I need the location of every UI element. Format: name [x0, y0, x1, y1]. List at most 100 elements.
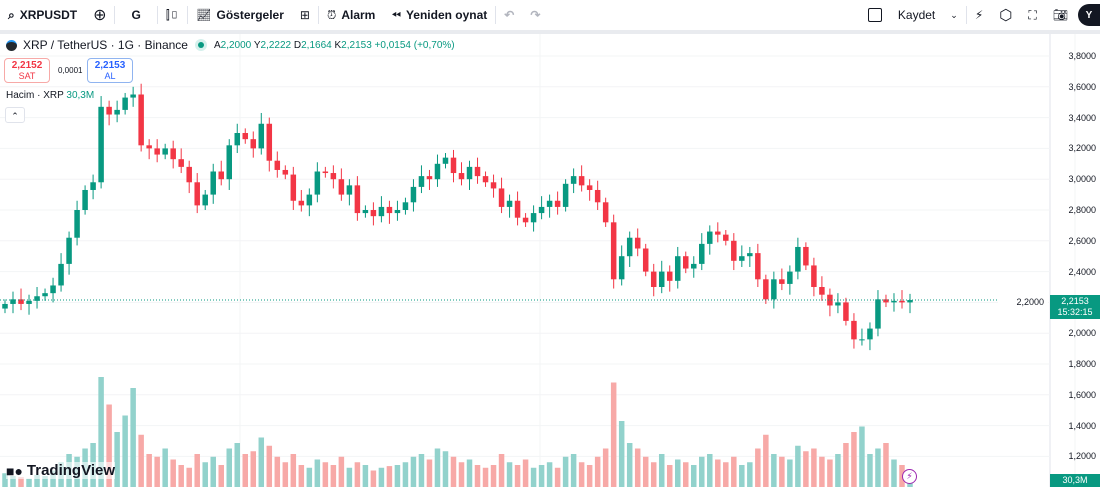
candle-body: [618, 256, 625, 280]
avatar[interactable]: Y: [1078, 4, 1100, 26]
candle-body: [803, 246, 809, 266]
volume-bar: [859, 426, 865, 487]
compare-button[interactable]: ⊕: [85, 0, 114, 30]
candle-body: [578, 176, 585, 186]
buy-button[interactable]: 2,2153 AL: [87, 58, 133, 83]
volume-bar: [2, 473, 8, 487]
volume-bar: [458, 462, 465, 487]
price-chart[interactable]: [0, 34, 1100, 487]
rewind-icon: ⏪︎: [391, 7, 401, 22]
settings-button[interactable]: ⬡: [991, 0, 1020, 30]
candle-body: [811, 265, 817, 287]
volume-bar: [498, 454, 505, 487]
search-icon: ⌕: [8, 7, 15, 22]
tradingview-logo: ■● TradingView: [6, 462, 116, 479]
price-tick: 1,8000: [1068, 359, 1096, 369]
candle-body: [234, 133, 241, 146]
plus-circle-icon: ⊕: [93, 7, 107, 24]
volume-bar: [186, 467, 192, 487]
price-tick: 3,6000: [1068, 81, 1096, 92]
candle-body: [907, 300, 913, 303]
indicators-button[interactable]: 📈︎ Göstergeler: [196, 8, 284, 22]
volume-bar: [514, 465, 521, 487]
volume-bar: [699, 456, 705, 487]
volume-bar: [819, 456, 825, 487]
volume-bar: [739, 465, 745, 487]
volume-bar: [771, 454, 777, 487]
volume-bar: [210, 456, 216, 487]
volume-bar: [114, 432, 120, 487]
volume-bar: [450, 456, 457, 487]
volume-bar: [194, 454, 200, 487]
candle-body: [883, 299, 889, 303]
volume-bar: [602, 448, 609, 487]
sell-button[interactable]: 2,2152 SAT: [4, 58, 50, 83]
volume-bar: [803, 451, 809, 487]
candle-body: [691, 263, 697, 269]
undo-button[interactable]: ↶: [496, 0, 522, 30]
candle-body: [82, 189, 88, 210]
candle-body: [771, 279, 777, 300]
candle-body: [514, 200, 521, 218]
collapse-legend-button[interactable]: ⌃: [5, 107, 25, 123]
volume-bar: [354, 462, 361, 487]
candle-body: [835, 302, 841, 306]
tradingview-logo-icon: ■●: [6, 462, 23, 479]
candle-body: [819, 287, 825, 295]
volume-bar: [98, 377, 104, 487]
candle-body: [202, 194, 208, 206]
candle-body: [122, 97, 128, 110]
chevron-down-icon: ⌄: [950, 9, 958, 20]
candle-body: [162, 148, 168, 155]
candle-body: [58, 263, 64, 286]
xrp-logo-icon: [6, 39, 17, 51]
volume-bar: [490, 465, 497, 487]
candle-body: [683, 256, 689, 269]
candle-body: [10, 299, 16, 304]
volume-bar: [674, 459, 681, 487]
fullscreen-button[interactable]: ⛶: [1020, 0, 1044, 30]
volume-bar: [594, 456, 601, 487]
divider: [495, 6, 497, 24]
quick-search-button[interactable]: ⚡︎: [967, 0, 991, 30]
volume-bar: [202, 462, 208, 487]
candle-body: [674, 256, 681, 281]
volume-bar: [795, 445, 801, 487]
candle-body: [875, 299, 881, 329]
redo-button[interactable]: ↷: [522, 0, 548, 30]
symbol-search[interactable]: ⌕ XRPUSDT: [8, 7, 78, 23]
save-button[interactable]: Kaydet ⌄: [897, 8, 958, 22]
candle-body: [490, 182, 497, 189]
candle-body: [90, 182, 96, 190]
volume-bar: [146, 454, 152, 487]
candle-body: [610, 222, 617, 280]
layout-checkbox[interactable]: [860, 0, 890, 30]
candle-body: [843, 302, 849, 321]
candle-body: [362, 210, 369, 214]
layouts-button[interactable]: ⊞: [292, 0, 318, 30]
candle-body: [386, 206, 393, 214]
candle-body: [178, 159, 184, 167]
candle-body: [146, 145, 152, 149]
fullscreen-icon: ⛶: [1028, 7, 1037, 22]
lightning-button[interactable]: ⚡︎: [902, 469, 917, 484]
replay-button[interactable]: ⏪︎ Yeniden oynat: [391, 7, 488, 23]
alarm-button[interactable]: ⏰︎ Alarm: [326, 7, 376, 23]
candles-icon: ⫿▯: [165, 7, 180, 22]
last-price-tag: 2,2153 15:32:15: [1050, 295, 1100, 319]
volume-bar: [683, 462, 689, 487]
candle-body: [666, 271, 673, 281]
interval-button[interactable]: G: [131, 8, 141, 22]
screenshot-button[interactable]: 📷︎: [1045, 0, 1076, 30]
price-tick: 2,6000: [1068, 235, 1096, 246]
chart-type-button[interactable]: ⫿▯: [158, 0, 187, 30]
candle-body: [538, 206, 545, 214]
chart-legend: XRP / TetherUS · 1G · Binance A2,2000 Y2…: [6, 38, 455, 52]
volume-bar: [162, 448, 168, 487]
redo-icon: ↷: [530, 8, 541, 22]
candle-body: [354, 185, 361, 214]
candle-body: [98, 106, 104, 183]
toolbar-divider: [0, 30, 1100, 34]
volume-bar: [610, 382, 617, 487]
volume-bar: [298, 465, 305, 487]
